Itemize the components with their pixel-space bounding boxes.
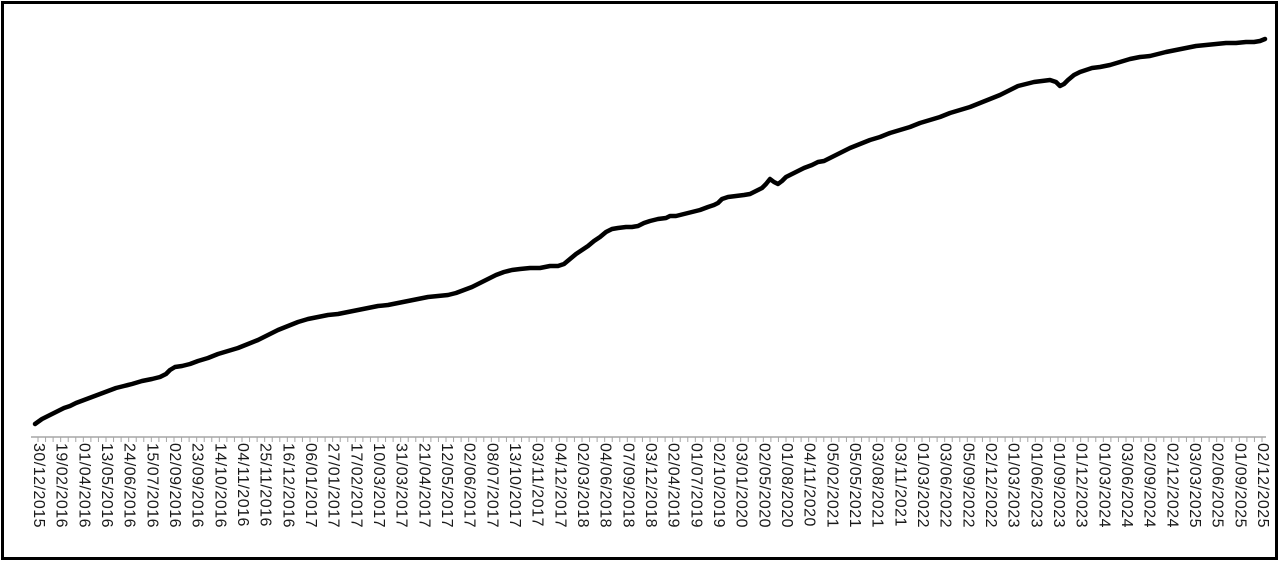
x-axis-label: 27/01/2017 — [324, 443, 342, 529]
x-axis-label: 16/12/2016 — [279, 443, 297, 529]
x-axis-label: 02/06/2017 — [460, 443, 478, 529]
x-axis-label: 02/05/2020 — [755, 443, 773, 529]
x-axis-label: 12/05/2017 — [438, 443, 455, 529]
x-axis-label: 02/12/2022 — [982, 443, 999, 529]
x-axis-label: 24/06/2016 — [120, 443, 138, 529]
x-axis-label: 07/09/2018 — [619, 443, 637, 529]
x-axis-label: 05/02/2021 — [823, 443, 841, 529]
x-axis-label: 21/04/2017 — [415, 443, 433, 529]
x-axis-label: 01/06/2023 — [1027, 443, 1045, 529]
x-axis-label: 04/12/2017 — [551, 443, 569, 529]
x-axis-label: 01/12/2023 — [1072, 443, 1090, 529]
x-axis-label: 31/03/2017 — [392, 443, 410, 529]
x-axis-label: 02/03/2018 — [574, 443, 591, 529]
x-axis-label: 05/05/2021 — [846, 443, 863, 529]
x-axis-label: 13/10/2017 — [506, 443, 523, 529]
x-axis-label: 02/12/2025 — [1254, 443, 1271, 529]
x-axis-label: 30/12/2015 — [30, 443, 47, 529]
x-axis-label: 02/04/2019 — [664, 443, 682, 529]
x-axis-label: 03/06/2024 — [1118, 443, 1135, 529]
x-axis-label: 19/02/2016 — [52, 443, 70, 529]
x-axis-label: 01/03/2023 — [1004, 443, 1022, 529]
x-axis-label: 02/06/2025 — [1208, 443, 1226, 529]
x-axis-label: 01/03/2024 — [1095, 443, 1113, 529]
x-axis-label: 17/02/2017 — [347, 443, 365, 529]
x-axis-label: 23/09/2016 — [188, 443, 206, 529]
x-axis-label: 01/09/2025 — [1231, 443, 1249, 529]
x-axis-label: 03/03/2025 — [1186, 443, 1203, 529]
x-axis-label: 01/03/2022 — [914, 443, 931, 529]
x-axis-label: 03/06/2022 — [936, 443, 954, 529]
x-axis-label: 03/08/2021 — [868, 443, 886, 529]
x-axis-label: 15/07/2016 — [143, 443, 161, 529]
x-axis-label: 02/10/2019 — [710, 443, 727, 529]
x-axis-label: 01/09/2023 — [1050, 443, 1067, 529]
x-axis-label: 06/01/2017 — [302, 443, 319, 529]
series-line — [32, 36, 1268, 427]
x-axis-label: 14/10/2016 — [211, 443, 229, 529]
x-axis-label: 04/11/2016 — [234, 443, 251, 527]
x-axis-label: 08/07/2017 — [483, 443, 501, 529]
x-axis-label: 03/12/2018 — [642, 443, 659, 529]
x-axis-ticks — [37, 437, 1263, 442]
x-axis-label: 01/08/2020 — [778, 443, 795, 529]
x-axis-label: 02/09/2016 — [166, 443, 183, 529]
x-axis-label: 03/11/2021 — [891, 443, 909, 527]
x-axis-label: 03/11/2017 — [528, 443, 546, 527]
x-axis-label: 13/05/2016 — [98, 443, 115, 529]
x-axis-label: 04/11/2020 — [800, 443, 818, 527]
x-axis-label: 10/03/2017 — [370, 443, 387, 529]
x-axis-label: 04/06/2018 — [596, 443, 614, 529]
x-axis-label: 25/11/2016 — [256, 443, 274, 527]
x-axis-label: 02/09/2024 — [1140, 443, 1158, 529]
x-axis-label: 01/04/2016 — [75, 443, 93, 529]
x-axis-label: 05/09/2022 — [959, 443, 977, 529]
x-axis-label: 03/01/2020 — [732, 443, 750, 529]
x-axis-label: 01/07/2019 — [687, 443, 705, 529]
x-axis-label: 02/12/2024 — [1163, 443, 1181, 529]
